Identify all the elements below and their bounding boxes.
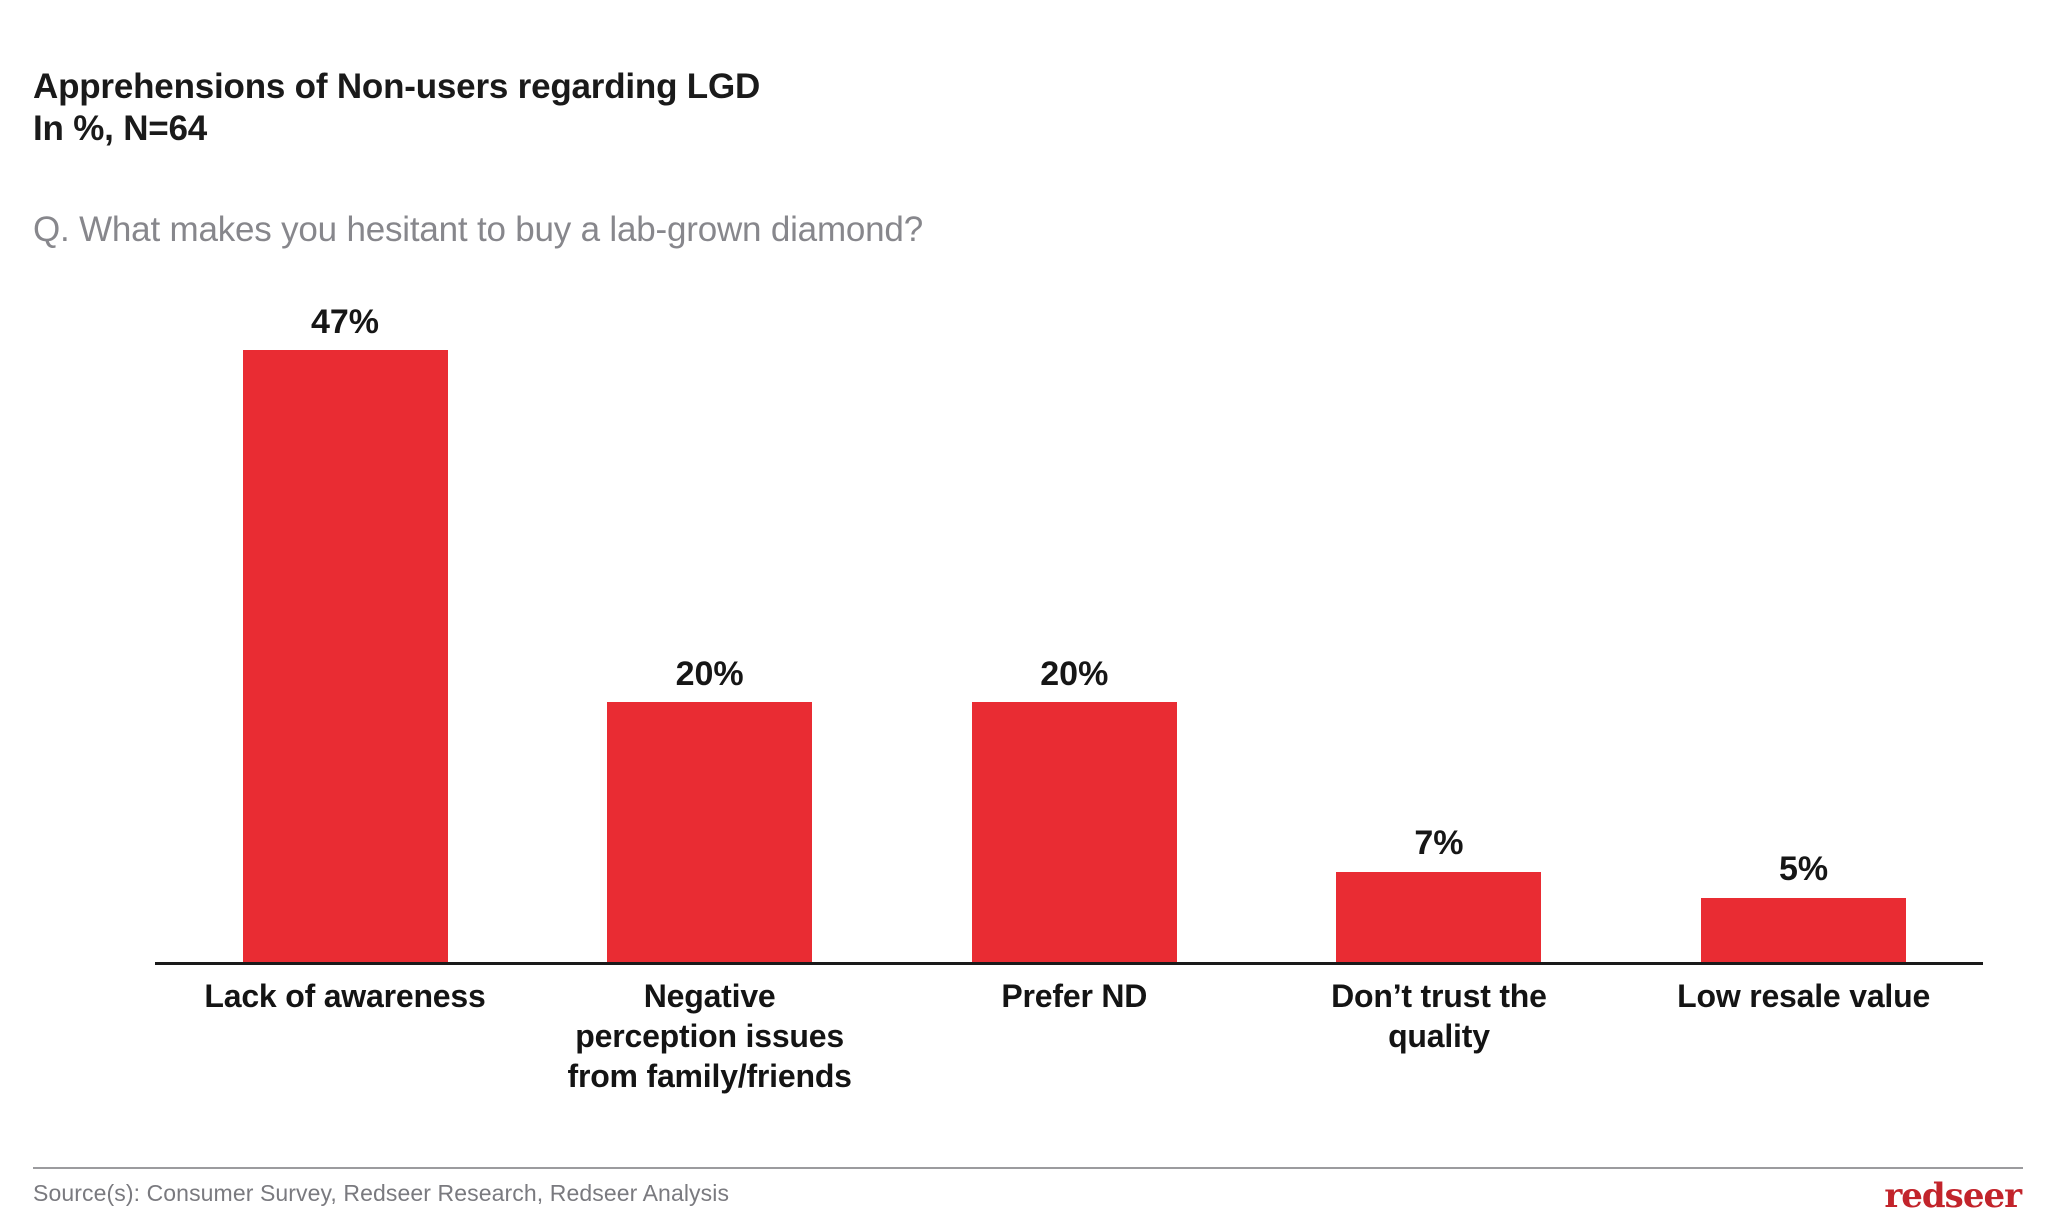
category-label: Negative perception issues from family/f… <box>567 978 852 1094</box>
bar <box>1336 871 1542 963</box>
bar-value-label: 20% <box>1040 654 1109 693</box>
bar-group: 20% <box>971 654 1177 963</box>
bar-value-label: 5% <box>1779 850 1829 889</box>
bar-value-label: 7% <box>1414 824 1464 863</box>
bar-value-label: 47% <box>310 302 380 341</box>
bar <box>607 702 813 963</box>
chart-subtitle: In %, N=64 <box>33 109 208 148</box>
category-label: Prefer ND <box>1001 978 1148 1014</box>
bar-group: 20% <box>607 654 813 963</box>
bar <box>1701 897 1907 963</box>
redseer-logo: redseer <box>1884 1176 2022 1216</box>
category-label: Low resale value <box>1677 978 1931 1014</box>
category-label: Lack of awareness <box>204 978 486 1014</box>
category-label: Don’t trust the quality <box>1331 978 1547 1054</box>
chart-title-block: Apprehensions of Non-users regarding LGD… <box>33 66 760 150</box>
bar-group: 5% <box>1701 850 1907 963</box>
bar-group: 47% <box>242 302 448 963</box>
chart-title: Apprehensions of Non-users regarding LGD <box>33 67 761 106</box>
bar <box>971 702 1177 963</box>
bar-value-label: 20% <box>675 654 744 693</box>
bar-group: 7% <box>1336 824 1542 963</box>
survey-question: Q. What makes you hesitant to buy a lab-… <box>33 210 923 249</box>
source-text: Source(s): Consumer Survey, Redseer Rese… <box>33 1180 730 1206</box>
bar <box>242 350 448 963</box>
footer-divider <box>33 1167 2023 1169</box>
x-axis-line <box>155 962 1983 965</box>
